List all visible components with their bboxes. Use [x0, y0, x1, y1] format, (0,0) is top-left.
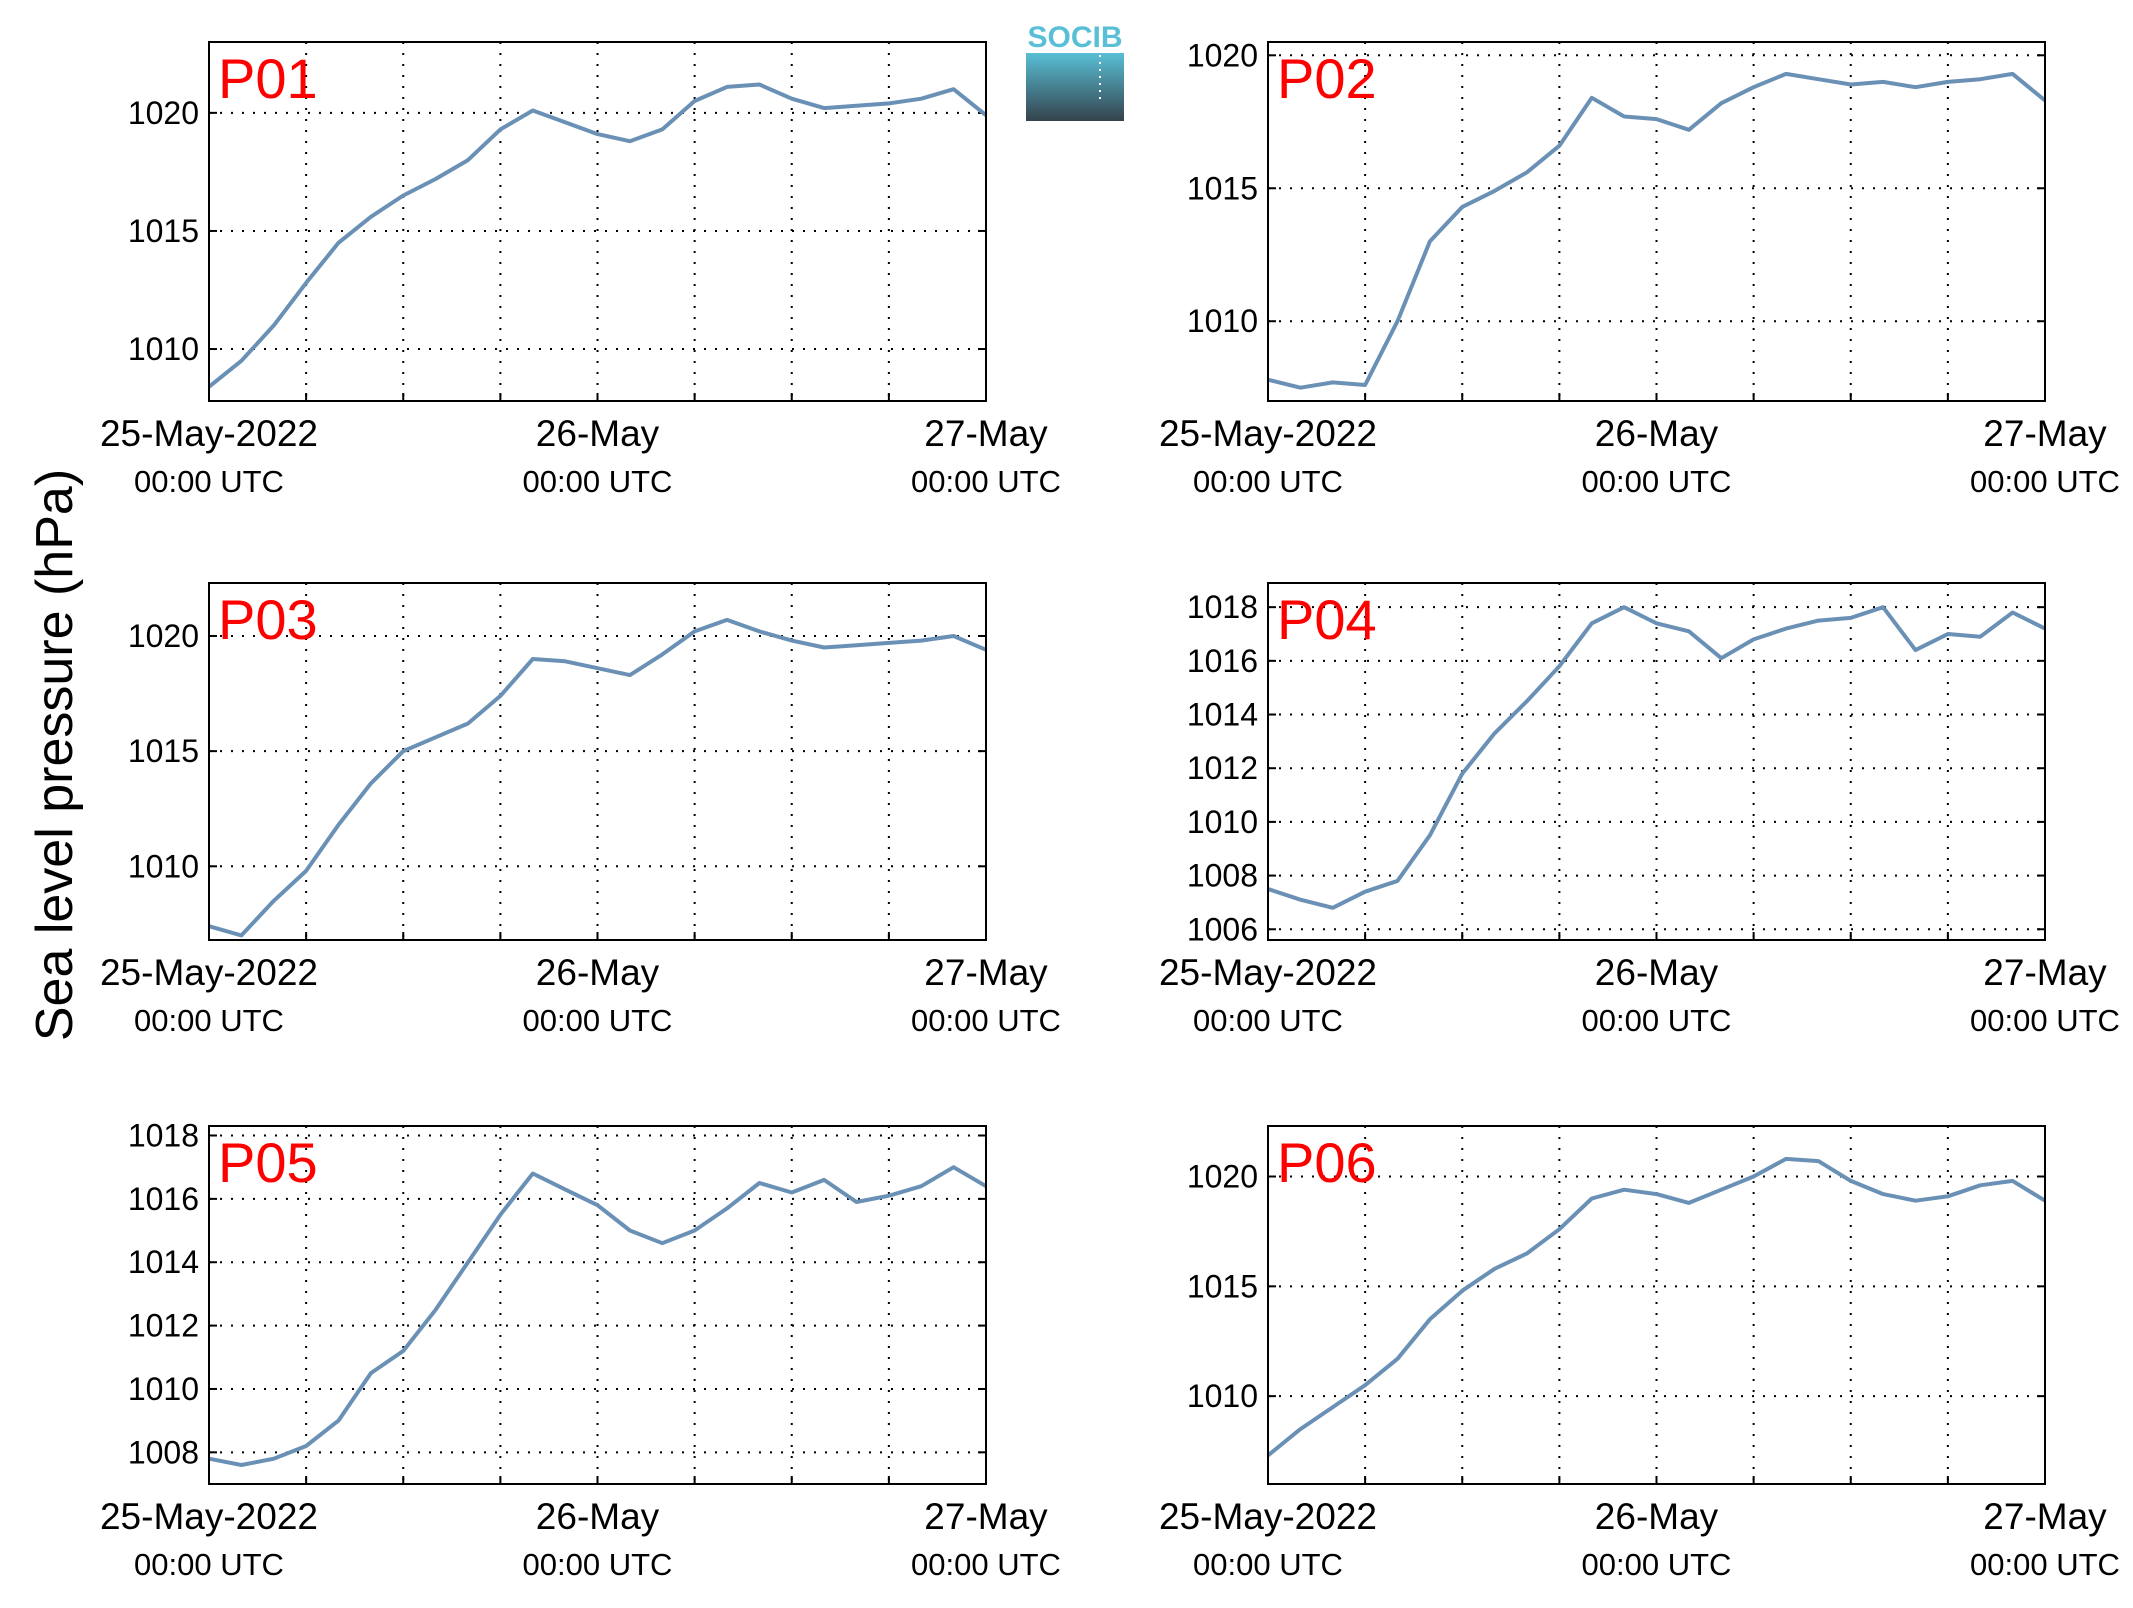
- socib-logo-text: SOCIB: [1027, 21, 1122, 54]
- y-tick-label: 1015: [1187, 170, 1258, 206]
- series-line-p04: [1267, 605, 2046, 910]
- y-tick-label: 1010: [1187, 804, 1258, 840]
- x-tick-date-label: 27-May: [924, 1496, 1048, 1537]
- axes-frame: [1267, 1125, 2046, 1485]
- x-tick-date-label: 25-May-2022: [100, 952, 318, 993]
- y-tick-label: 1014: [1187, 697, 1258, 733]
- x-tick-time-label: 00:00 UTC: [134, 464, 284, 499]
- x-tick-time-label: 00:00 UTC: [911, 1003, 1061, 1038]
- y-tick-label: 1012: [128, 1308, 199, 1344]
- axes-frame: [208, 1125, 987, 1485]
- series-line-p03: [208, 617, 987, 938]
- x-tick-date-label: 26-May: [536, 1496, 660, 1537]
- y-tick-label: 1020: [128, 95, 199, 131]
- x-tick-time-label: 00:00 UTC: [1193, 1547, 1343, 1582]
- x-tick-time-label: 00:00 UTC: [1193, 464, 1343, 499]
- y-tick-label: 1015: [128, 733, 199, 769]
- x-tick-time-label: 00:00 UTC: [523, 464, 673, 499]
- x-tick-date-label: 26-May: [1595, 413, 1719, 454]
- y-tick-label: 1016: [128, 1181, 199, 1217]
- y-tick-label: 1015: [1187, 1268, 1258, 1304]
- axes-frame: [208, 582, 987, 941]
- x-tick-time-label: 00:00 UTC: [523, 1003, 673, 1038]
- socib-logo: SOCIB: [1026, 21, 1124, 121]
- panel-title: P06: [1277, 1131, 1377, 1194]
- x-tick-date-label: 27-May: [924, 952, 1048, 993]
- y-tick-label: 1010: [128, 848, 199, 884]
- x-tick-time-label: 00:00 UTC: [1582, 1003, 1732, 1038]
- x-tick-date-label: 26-May: [536, 413, 660, 454]
- x-tick-time-label: 00:00 UTC: [1970, 1547, 2120, 1582]
- panel-title: P03: [218, 588, 318, 651]
- x-tick-date-label: 27-May: [1983, 1496, 2107, 1537]
- y-tick-label: 1012: [1187, 750, 1258, 786]
- y-tick-label: 1010: [128, 1371, 199, 1407]
- chart-panel-p05: 1008 1010 1012 1014 1016 1018 P05 25-May-2022 00…: [100, 1118, 1061, 1582]
- x-tick-time-label: 00:00 UTC: [911, 1547, 1061, 1582]
- y-tick-label: 1010: [1187, 1378, 1258, 1414]
- axes-frame: [1267, 41, 2046, 402]
- y-tick-label: 1010: [1187, 303, 1258, 339]
- x-tick-date-label: 25-May-2022: [100, 413, 318, 454]
- y-tick-label: 1018: [128, 1118, 199, 1154]
- panel-title: P02: [1277, 47, 1377, 110]
- panel-title: P04: [1277, 588, 1377, 651]
- y-tick-label: 1018: [1187, 589, 1258, 625]
- y-tick-label: 1014: [128, 1244, 199, 1280]
- x-tick-date-label: 27-May: [924, 413, 1048, 454]
- series-line-p05: [208, 1165, 988, 1467]
- x-tick-time-label: 00:00 UTC: [1582, 464, 1732, 499]
- x-tick-time-label: 00:00 UTC: [1582, 1547, 1732, 1582]
- x-tick-date-label: 27-May: [1983, 952, 2107, 993]
- x-tick-date-label: 25-May-2022: [1159, 952, 1377, 993]
- panel-title: P05: [218, 1131, 318, 1194]
- x-tick-date-label: 25-May-2022: [1159, 1496, 1377, 1537]
- socib-logo-mark: [1026, 53, 1124, 121]
- x-tick-time-label: 00:00 UTC: [134, 1003, 284, 1038]
- x-tick-date-label: 26-May: [1595, 1496, 1719, 1537]
- chart-panel-p03: 1010 1015 1020 P03 25-May-2022 00:00 UTC 26-Ma…: [100, 582, 1061, 1038]
- x-tick-time-label: 00:00 UTC: [523, 1547, 673, 1582]
- y-tick-label: 1020: [1187, 37, 1258, 73]
- panel-title: P01: [218, 47, 318, 110]
- y-tick-label: 1020: [1187, 1159, 1258, 1195]
- chart-panel-p02: 1010 1015 1020 P02 25-May-2022 00:00 UTC 26-Ma…: [1159, 37, 2120, 499]
- chart-panel-p06: 1010 1015 1020 P06 25-May-2022 00:00 UTC 26-Ma…: [1159, 1125, 2120, 1582]
- x-tick-date-label: 26-May: [1595, 952, 1719, 993]
- x-tick-date-label: 25-May-2022: [100, 1496, 318, 1537]
- y-tick-label: 1008: [1187, 858, 1258, 894]
- chart-panel-p01: 1010 1015 1020 P01 25-May-2022 00:00 UTC 26-Ma…: [100, 41, 1061, 499]
- x-tick-date-label: 27-May: [1983, 413, 2107, 454]
- axes-frame: [1267, 582, 2046, 941]
- y-tick-label: 1008: [128, 1434, 199, 1470]
- y-tick-label: 1020: [128, 618, 199, 654]
- y-tick-label: 1015: [128, 213, 199, 249]
- axes-frame: [208, 41, 987, 402]
- y-tick-label: 1006: [1187, 911, 1258, 947]
- x-tick-time-label: 00:00 UTC: [911, 464, 1061, 499]
- x-tick-time-label: 00:00 UTC: [1970, 1003, 2120, 1038]
- x-tick-date-label: 26-May: [536, 952, 660, 993]
- x-tick-date-label: 25-May-2022: [1159, 413, 1377, 454]
- y-tick-label: 1010: [128, 331, 199, 367]
- y-axis-label: Sea level pressure (hPa): [26, 469, 84, 1041]
- x-tick-time-label: 00:00 UTC: [1970, 464, 2120, 499]
- x-tick-time-label: 00:00 UTC: [1193, 1003, 1343, 1038]
- series-line-p01: [207, 82, 988, 389]
- x-tick-time-label: 00:00 UTC: [134, 1547, 284, 1582]
- chart-panel-p04: 1006 1008 1010 1012 1014 1016 1018 P04 25-May-20…: [1159, 582, 2120, 1038]
- y-tick-label: 1016: [1187, 643, 1258, 679]
- chart-panels: 1010 1015 1020 P01 25-May-2022 00:00 UTC 26-Ma…: [100, 37, 2120, 1582]
